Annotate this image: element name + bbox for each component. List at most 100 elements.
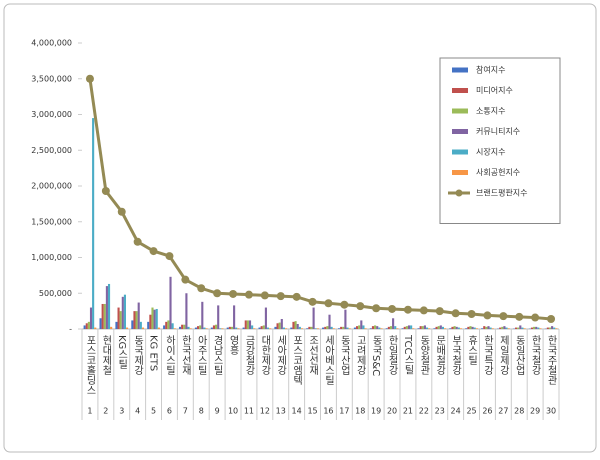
- line-point: [515, 313, 523, 321]
- bar: [547, 328, 549, 329]
- bar: [211, 328, 213, 329]
- bar: [251, 325, 253, 329]
- bar: [521, 328, 523, 329]
- bar: [299, 327, 301, 329]
- legend-label: 브랜드평판지수: [476, 188, 528, 198]
- line-point: [340, 301, 348, 309]
- bar: [181, 325, 183, 329]
- bar: [308, 327, 310, 329]
- bar: [203, 328, 205, 329]
- bar: [360, 320, 362, 329]
- bar: [433, 328, 435, 329]
- line-point: [86, 75, 94, 83]
- bar: [501, 327, 503, 329]
- bar: [183, 325, 185, 329]
- bar: [503, 326, 505, 329]
- bar: [172, 323, 174, 329]
- bar: [221, 328, 223, 329]
- bar: [237, 328, 239, 329]
- line-point: [261, 291, 269, 299]
- bar: [217, 305, 219, 329]
- bar: [165, 322, 167, 329]
- x-tick-label: KG스틸: [116, 335, 128, 369]
- bar: [205, 328, 207, 329]
- bar: [508, 328, 510, 329]
- bar: [247, 320, 249, 329]
- x-tick-label: 세아제강: [275, 335, 287, 375]
- bar: [140, 322, 142, 329]
- x-tick-label: 휴스틸: [466, 335, 478, 365]
- bar: [549, 328, 551, 329]
- x-tick-label: 조선선재: [307, 335, 319, 376]
- x-tick-label: 동양철관: [418, 335, 430, 375]
- x-tick-label: 동일산업: [513, 335, 525, 375]
- rank-label: 24: [451, 407, 461, 416]
- legend-box: [440, 58, 560, 224]
- bar: [163, 325, 165, 329]
- bar: [297, 324, 299, 329]
- line-point: [293, 293, 301, 301]
- bar: [322, 328, 324, 329]
- legend-swatch: [452, 150, 468, 155]
- line-point: [356, 302, 364, 310]
- line-point: [118, 208, 126, 216]
- bar: [535, 327, 537, 329]
- bar: [390, 326, 392, 329]
- x-tick-label: 문배철강: [434, 335, 446, 375]
- x-tick-label: 한국특강: [481, 335, 493, 375]
- bar: [412, 328, 414, 329]
- x-tick-label: 한국철강: [529, 335, 541, 375]
- line-point: [213, 289, 221, 297]
- bar: [233, 305, 235, 329]
- x-tick-label: 동국산업: [338, 335, 350, 375]
- y-tick-label: 3,500,000: [31, 74, 72, 83]
- bar: [372, 326, 374, 329]
- bar: [104, 304, 106, 329]
- bar: [295, 321, 297, 329]
- bar: [364, 328, 366, 329]
- bar: [310, 327, 312, 329]
- y-tick-label: 500,000: [39, 289, 72, 298]
- bar: [267, 328, 269, 329]
- bar: [277, 323, 279, 329]
- rank-label: 4: [135, 407, 140, 416]
- bar: [406, 326, 408, 329]
- bar: [537, 328, 539, 329]
- rank-label: 7: [183, 407, 188, 416]
- x-tick-label: 하이스틸: [163, 334, 175, 375]
- bar: [292, 322, 294, 329]
- bar: [338, 328, 340, 329]
- bar: [235, 328, 237, 329]
- legend-swatch: [456, 190, 463, 197]
- bar: [539, 328, 541, 329]
- bar: [380, 328, 382, 329]
- x-tick-label: 동국S&C: [370, 335, 382, 376]
- bar: [533, 327, 535, 329]
- line-point: [372, 304, 380, 312]
- bar: [269, 328, 271, 329]
- bar: [458, 328, 460, 329]
- rank-label: 25: [466, 407, 476, 416]
- rank-label: 12: [260, 407, 270, 416]
- bar: [133, 311, 135, 329]
- bar: [158, 328, 160, 329]
- x-tick-label: 세아베스틸: [322, 335, 334, 385]
- bar: [328, 315, 330, 329]
- bar: [333, 328, 335, 329]
- x-tick-label: 금강철강: [243, 335, 255, 375]
- bar: [426, 328, 428, 329]
- bar: [481, 328, 483, 329]
- x-tick-label: 부국철강: [450, 335, 462, 375]
- x-tick-label: 제일제강: [497, 335, 509, 375]
- line-point: [531, 314, 539, 322]
- bar: [187, 327, 189, 329]
- bar: [138, 303, 140, 329]
- bar: [531, 328, 533, 329]
- rank-label: 2: [103, 407, 108, 416]
- bar: [197, 326, 199, 329]
- bar: [249, 320, 251, 329]
- bar: [485, 327, 487, 329]
- line-point: [420, 306, 428, 314]
- bar: [331, 327, 333, 329]
